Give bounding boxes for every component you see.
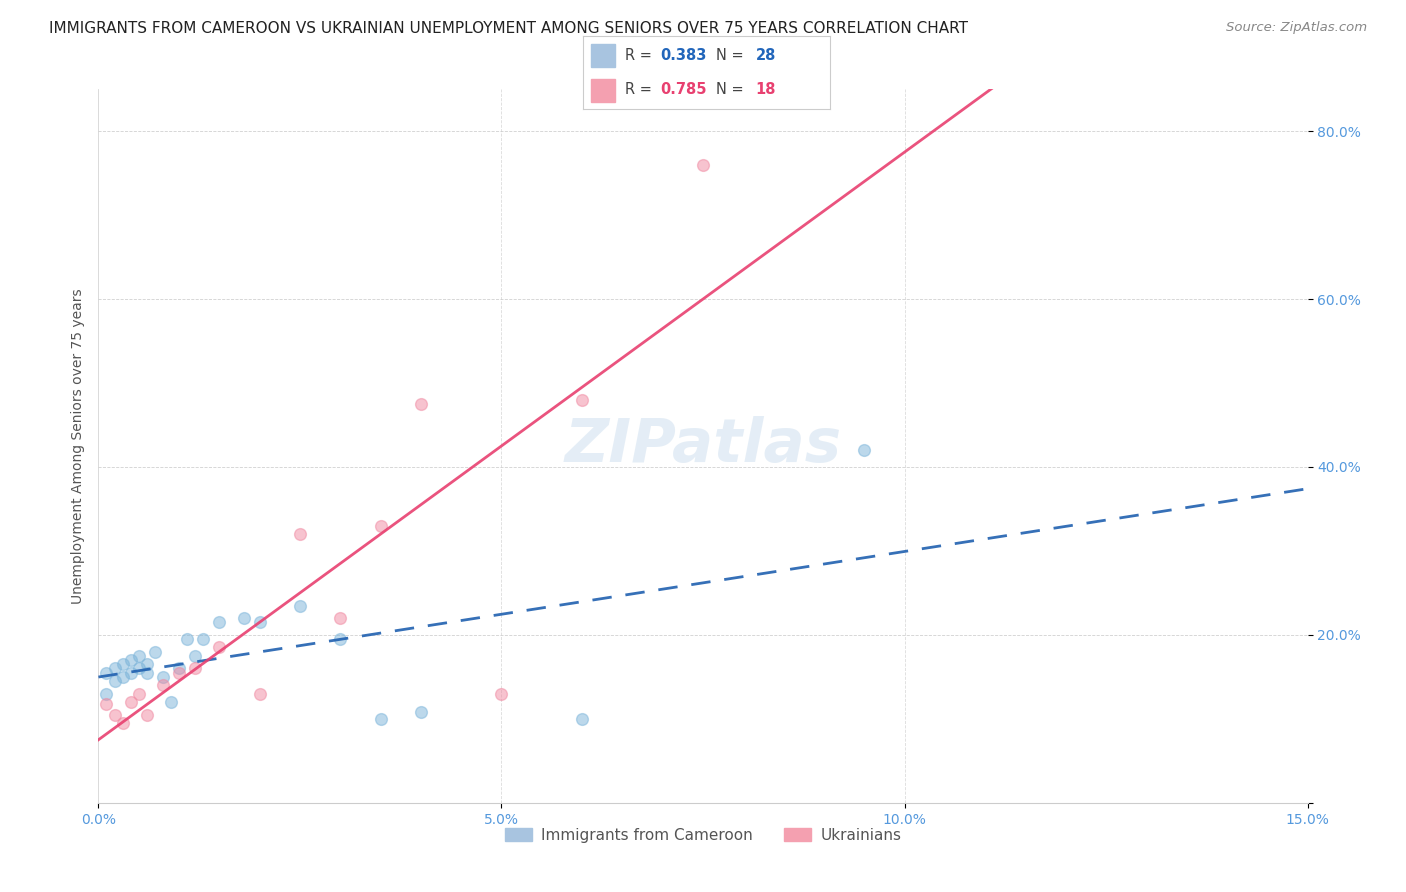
Point (208, 615, 231, 630)
Point (329, 611, 352, 625)
Point (96, 665, 118, 680)
Point (103, 674, 125, 689)
Point (853, 443, 876, 458)
Point (111, 657, 134, 672)
Point (103, 661, 125, 675)
Point (193, 632, 215, 646)
Point (96, 687, 118, 701)
Text: IMMIGRANTS FROM CAMEROON VS UKRAINIAN UNEMPLOYMENT AMONG SENIORS OVER 75 YEARS C: IMMIGRANTS FROM CAMEROON VS UKRAINIAN UN… (49, 21, 969, 37)
Text: ZIPatlas: ZIPatlas (564, 417, 842, 475)
Point (232, 611, 254, 625)
Text: R =: R = (626, 81, 657, 96)
Point (249, 615, 271, 630)
Text: 18: 18 (756, 81, 776, 96)
Bar (591, 78, 616, 102)
Point (288, 599, 311, 613)
Point (135, 657, 157, 672)
Point (409, 705, 432, 719)
Point (184, 661, 207, 675)
Point (160, 695, 183, 709)
Point (571, 392, 593, 407)
Text: Source: ZipAtlas.com: Source: ZipAtlas.com (1226, 21, 1367, 35)
Point (409, 397, 432, 411)
Point (288, 527, 311, 541)
Point (96, 697, 118, 711)
Text: N =: N = (716, 81, 748, 96)
Point (135, 665, 157, 680)
Bar (591, 45, 616, 67)
Point (370, 712, 392, 726)
Point (167, 665, 190, 680)
Point (491, 687, 513, 701)
Point (208, 640, 231, 655)
Point (128, 687, 150, 701)
Point (120, 695, 142, 709)
Point (143, 645, 166, 659)
Point (571, 712, 593, 726)
Point (111, 716, 134, 731)
Point (120, 653, 142, 667)
Point (152, 678, 174, 692)
Point (249, 687, 271, 701)
Point (128, 648, 150, 663)
Text: 28: 28 (756, 48, 776, 63)
Point (120, 665, 142, 680)
Point (128, 661, 150, 675)
Point (167, 661, 190, 675)
Legend: Immigrants from Cameroon, Ukrainians: Immigrants from Cameroon, Ukrainians (499, 822, 907, 848)
Point (329, 632, 352, 646)
Point (692, 158, 714, 172)
Point (152, 670, 174, 684)
Text: N =: N = (716, 48, 748, 63)
Text: R =: R = (626, 48, 657, 63)
Text: 0.383: 0.383 (659, 48, 706, 63)
Text: 0.785: 0.785 (659, 81, 706, 96)
Point (111, 670, 134, 684)
Point (135, 707, 157, 722)
Point (184, 648, 207, 663)
Point (370, 518, 392, 533)
Y-axis label: Unemployment Among Seniors over 75 years: Unemployment Among Seniors over 75 years (70, 288, 84, 604)
Point (176, 632, 198, 646)
Point (103, 707, 125, 722)
